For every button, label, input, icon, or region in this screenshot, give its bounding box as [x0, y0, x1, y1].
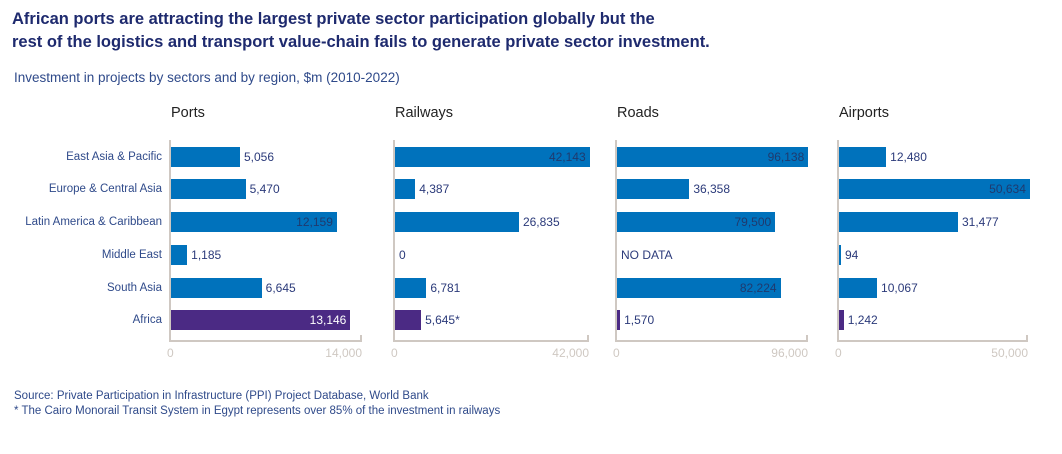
x-tick-label: 50,000 [991, 346, 1028, 360]
x-tick-label: 14,000 [325, 346, 362, 360]
x-axis-line [837, 340, 1028, 342]
bar [395, 147, 590, 167]
bar [395, 179, 416, 199]
x-axis-tick [587, 335, 589, 341]
data-label: 1,242 [847, 313, 878, 327]
x-axis-tick [806, 335, 808, 341]
bar-africa [395, 310, 422, 330]
bar [395, 212, 519, 232]
bar [839, 245, 841, 265]
x-tick-label: 0 [391, 346, 398, 360]
x-tick-label: 0 [613, 346, 620, 360]
source-text: Source: Private Participation in Infrast… [14, 390, 429, 402]
data-label: 6,645 [265, 281, 296, 295]
panel-title: Roads [617, 105, 659, 121]
data-label: 5,470 [249, 182, 280, 196]
data-label: 4,387 [419, 182, 450, 196]
y-axis-line [615, 140, 617, 342]
data-label: 0 [399, 248, 406, 262]
y-axis-line [837, 140, 839, 342]
x-tick-label: 0 [167, 346, 174, 360]
category-label: Latin America & Caribbean [25, 216, 162, 228]
data-label: 31,477 [961, 215, 999, 229]
bar [617, 212, 776, 232]
bar [171, 245, 188, 265]
footnote-text: * The Cairo Monorail Transit System in E… [14, 405, 501, 417]
data-label: 36,358 [693, 182, 731, 196]
category-label: East Asia & Pacific [66, 151, 162, 163]
bar-africa [617, 310, 621, 330]
bar-africa [839, 310, 844, 330]
x-axis-tick [360, 335, 362, 341]
category-label: Europe & Central Asia [48, 183, 162, 195]
x-axis-tick [1026, 335, 1028, 341]
data-label: 1,185 [191, 248, 222, 262]
bar [171, 212, 337, 232]
panel-title: Airports [839, 105, 889, 121]
category-label: Africa [132, 314, 162, 326]
category-label: South Asia [107, 282, 162, 294]
data-label: 1,570 [624, 313, 655, 327]
x-tick-label: 42,000 [552, 346, 589, 360]
bar [839, 147, 887, 167]
x-axis-line [393, 340, 589, 342]
data-label: 13,146 [309, 313, 347, 327]
bar [617, 278, 781, 298]
bar [171, 278, 262, 298]
category-label: Middle East [101, 249, 162, 261]
panel-title: Ports [171, 105, 205, 121]
bar [839, 278, 878, 298]
x-axis-line [169, 340, 362, 342]
data-label: 94 [845, 248, 859, 262]
source-notes: Source: Private Participation in Infrast… [14, 389, 500, 419]
x-tick-label: 0 [835, 346, 842, 360]
data-label: 42,143 [548, 150, 586, 164]
data-label: 82,224 [739, 281, 777, 295]
y-axis-line [393, 140, 395, 342]
data-label: 12,159 [296, 215, 333, 229]
panel-title: Railways [395, 105, 454, 121]
x-axis-line [615, 340, 808, 342]
x-tick-label: 96,000 [771, 346, 808, 360]
bar [839, 179, 1030, 199]
bar [617, 179, 690, 199]
data-label: 96,138 [767, 150, 805, 164]
bar [839, 212, 958, 232]
y-axis-line [169, 140, 171, 342]
data-label: 10,067 [881, 281, 918, 295]
data-label: 6,781 [430, 281, 461, 295]
data-label: 50,634 [989, 182, 1026, 196]
chart-subtitle: Investment in projects by sectors and by… [14, 70, 400, 85]
data-label: 26,835 [522, 215, 560, 229]
title-line-1: African ports are attracting the largest… [12, 10, 655, 28]
data-label: 12,480 [890, 150, 927, 164]
chart-title: African ports are attracting the largest… [12, 8, 710, 54]
data-label: NO DATA [621, 248, 673, 262]
data-label: 5,645* [425, 313, 460, 327]
data-label: 79,500 [734, 215, 772, 229]
data-label: 5,056 [243, 150, 274, 164]
bar [171, 179, 246, 199]
bar [395, 278, 427, 298]
bar-africa [171, 310, 351, 330]
bar [617, 147, 809, 167]
title-line-2: rest of the logistics and transport valu… [12, 33, 710, 51]
bar [171, 147, 240, 167]
